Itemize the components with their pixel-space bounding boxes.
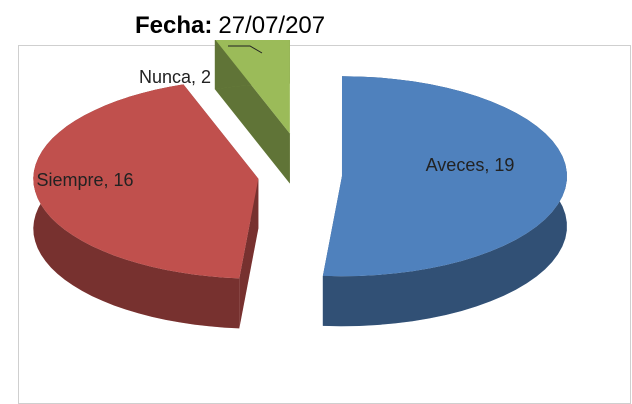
header-value: 27/07/207 xyxy=(218,12,325,39)
slice xyxy=(214,33,290,134)
header: Fecha: 27/07/207 xyxy=(135,12,325,39)
header-label: Fecha: xyxy=(135,12,212,39)
leader-line xyxy=(228,45,263,54)
slice xyxy=(33,84,259,279)
data-label: Aveces, 19 xyxy=(425,155,515,175)
data-label: Nunca, 2 xyxy=(138,67,212,87)
slice xyxy=(322,76,567,277)
header-bg xyxy=(130,8,395,40)
data-label: Siempre, 16 xyxy=(36,170,134,190)
pie xyxy=(33,33,567,329)
